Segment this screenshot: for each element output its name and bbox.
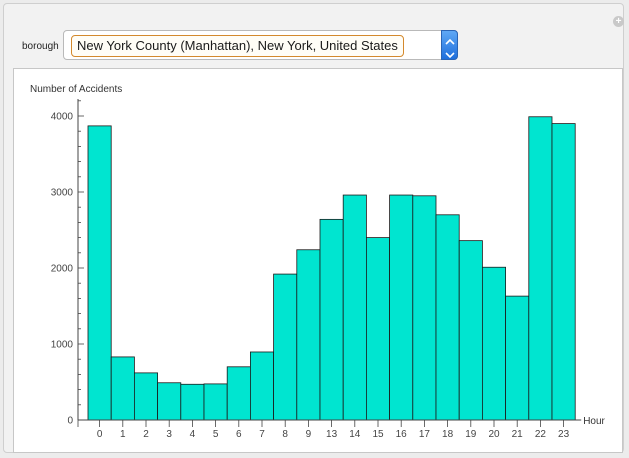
x-tick-label: 21 bbox=[512, 429, 524, 440]
borough-select[interactable]: New York County (Manhattan), New York, U… bbox=[63, 30, 458, 60]
y-tick-label: 2000 bbox=[51, 264, 74, 275]
bar-2 bbox=[134, 372, 159, 421]
plus-icon[interactable]: + bbox=[613, 16, 624, 27]
x-tick-label: 18 bbox=[442, 429, 454, 440]
borough-selected-value: New York County (Manhattan), New York, U… bbox=[71, 35, 404, 57]
chevron-up-icon bbox=[445, 34, 455, 45]
x-tick-label: 3 bbox=[166, 429, 172, 440]
y-axis-label: Number of Accidents bbox=[30, 84, 122, 95]
x-tick-label: 8 bbox=[282, 429, 288, 440]
y-tick-label: 3000 bbox=[51, 188, 74, 199]
up-down-stepper-icon[interactable] bbox=[441, 30, 458, 60]
bar-19 bbox=[458, 240, 483, 421]
x-tick-label: 14 bbox=[349, 429, 361, 440]
x-tick-label: 13 bbox=[326, 429, 338, 440]
x-tick-label: 9 bbox=[306, 429, 312, 440]
chart-frame: 0 1000 2000 3000 4000 0 1 2 3 4 5 6 7 8 9 13 14 15 16 17 18 1… bbox=[13, 68, 623, 453]
bar-3 bbox=[157, 382, 182, 421]
x-tick-label: 22 bbox=[535, 429, 547, 440]
bar-22 bbox=[528, 116, 553, 421]
y-tick-label: 4000 bbox=[51, 112, 74, 123]
bar-0 bbox=[87, 125, 112, 421]
x-tick-label: 4 bbox=[190, 429, 196, 440]
bar-15 bbox=[365, 237, 390, 421]
x-tick-label: 23 bbox=[558, 429, 570, 440]
x-tick-label: 17 bbox=[419, 429, 431, 440]
bar-4 bbox=[180, 383, 205, 421]
bar-20 bbox=[481, 266, 506, 421]
bar-5 bbox=[203, 383, 228, 421]
x-tick-label: 16 bbox=[396, 429, 408, 440]
bar-23 bbox=[551, 123, 576, 421]
x-tick-label: 2 bbox=[143, 429, 149, 440]
bar-16 bbox=[389, 194, 414, 421]
y-tick-label: 0 bbox=[67, 416, 73, 427]
x-tick-label: 7 bbox=[259, 429, 265, 440]
y-tick-label: 1000 bbox=[51, 340, 74, 351]
bar-6 bbox=[226, 366, 251, 421]
bar-21 bbox=[505, 295, 530, 421]
bar-9 bbox=[296, 249, 321, 421]
x-tick-label: 20 bbox=[488, 429, 500, 440]
bar-8 bbox=[273, 273, 298, 421]
bar-18 bbox=[435, 214, 460, 421]
chevron-down-icon bbox=[445, 47, 455, 59]
x-tick-label: 0 bbox=[97, 429, 103, 440]
bar-13 bbox=[319, 218, 344, 421]
manipulate-panel: + borough New York County (Manhattan), N… bbox=[3, 3, 624, 453]
x-tick-label: 15 bbox=[372, 429, 384, 440]
x-tick-label: 6 bbox=[236, 429, 242, 440]
bar-1 bbox=[110, 356, 135, 421]
borough-label: borough bbox=[22, 41, 59, 52]
x-axis-label: Hour bbox=[583, 416, 605, 427]
bar-14 bbox=[342, 194, 367, 421]
x-tick-label: 5 bbox=[213, 429, 219, 440]
bar-7 bbox=[249, 351, 274, 421]
bar-17 bbox=[412, 195, 437, 421]
x-tick-label: 1 bbox=[120, 429, 126, 440]
x-tick-label: 19 bbox=[465, 429, 477, 440]
